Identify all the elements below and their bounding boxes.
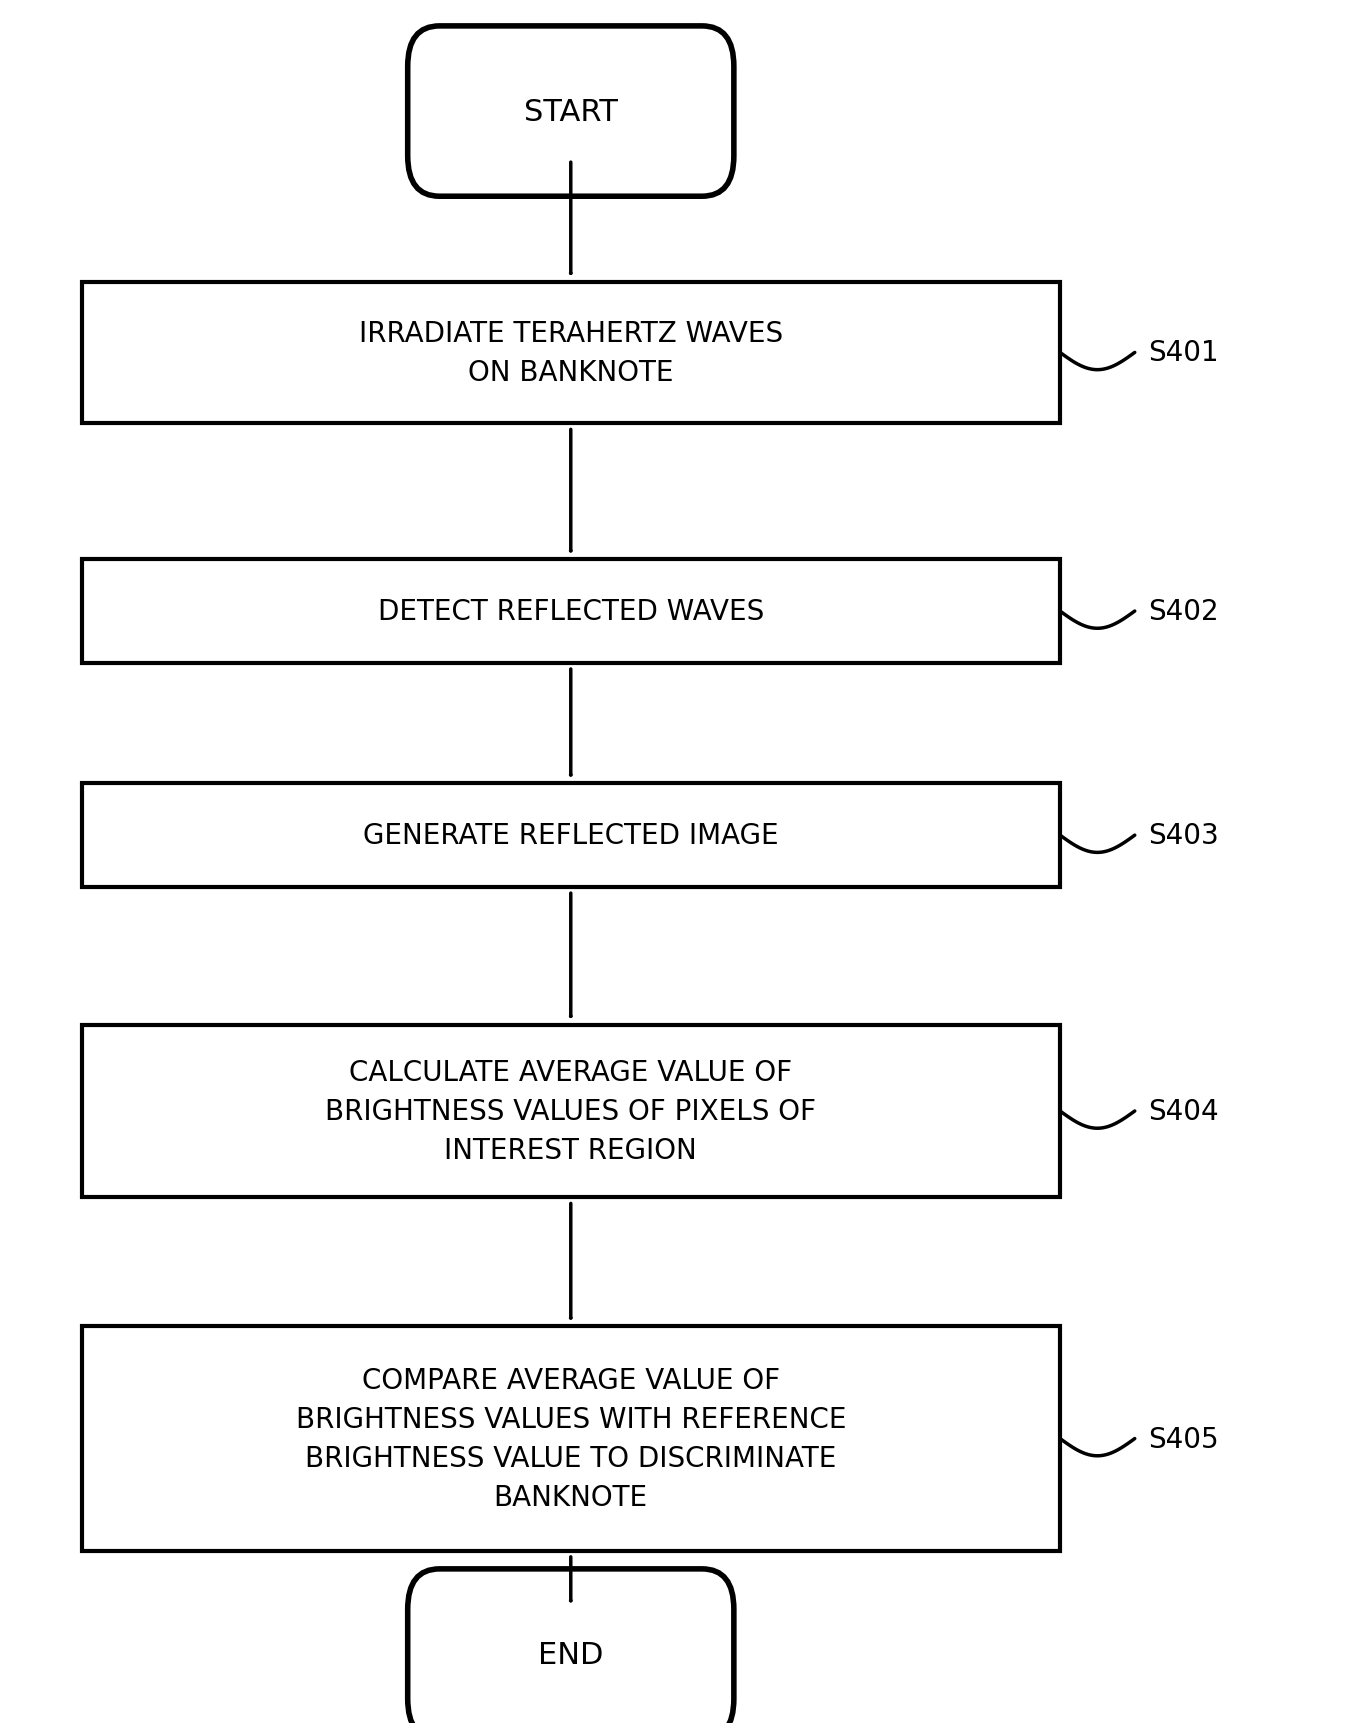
Bar	[82, 560, 1060, 663]
Text: IRRADIATE TERAHERTZ WAVES
ON BANKNOTE: IRRADIATE TERAHERTZ WAVES ON BANKNOTE	[359, 320, 783, 386]
FancyBboxPatch shape	[408, 1570, 734, 1723]
Text: S402: S402	[1148, 598, 1219, 625]
Bar	[82, 1327, 1060, 1551]
Text: S401: S401	[1148, 339, 1219, 367]
Text: S403: S403	[1148, 822, 1219, 849]
Bar	[82, 283, 1060, 424]
Text: CALCULATE AVERAGE VALUE OF
BRIGHTNESS VALUES OF PIXELS OF
INTEREST REGION: CALCULATE AVERAGE VALUE OF BRIGHTNESS VA…	[325, 1058, 817, 1165]
Text: END: END	[538, 1640, 603, 1668]
Text: S404: S404	[1148, 1098, 1219, 1125]
Text: S405: S405	[1148, 1425, 1219, 1452]
Text: START: START	[523, 98, 618, 126]
Text: DETECT REFLECTED WAVES: DETECT REFLECTED WAVES	[378, 598, 764, 625]
FancyBboxPatch shape	[408, 28, 734, 196]
Text: GENERATE REFLECTED IMAGE: GENERATE REFLECTED IMAGE	[363, 822, 779, 849]
Bar	[82, 784, 1060, 887]
Bar	[82, 1025, 1060, 1197]
Text: COMPARE AVERAGE VALUE OF
BRIGHTNESS VALUES WITH REFERENCE
BRIGHTNESS VALUE TO DI: COMPARE AVERAGE VALUE OF BRIGHTNESS VALU…	[295, 1366, 847, 1511]
